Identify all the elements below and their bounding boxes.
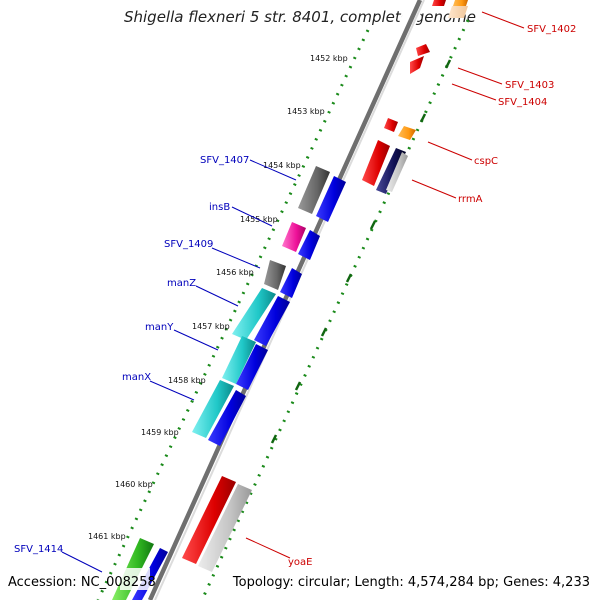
gene-rrmA-gray[interactable] — [386, 152, 408, 192]
gene-insB-partner[interactable] — [298, 230, 320, 260]
outer-dotted-track — [200, 19, 470, 600]
label-insB[interactable]: insB — [209, 202, 230, 213]
gene-sfv-1404[interactable] — [410, 56, 424, 74]
kbp-label-1452: 1452 kbp — [310, 54, 348, 63]
label-yoaE[interactable]: yoaE — [288, 557, 312, 568]
gene-sfv-1408[interactable] — [316, 176, 346, 222]
gene-labels: SFV_1402 SFV_1403 SFV_1404 cspC rrmA yoa… — [14, 24, 576, 568]
gene-rrmA-navy[interactable] — [376, 148, 406, 194]
gene-manX[interactable] — [192, 380, 234, 438]
gene-yoaE-red[interactable] — [182, 476, 236, 564]
gene-sfv-1402-peach[interactable] — [448, 6, 468, 18]
gene-sfv-1407[interactable] — [298, 166, 330, 214]
gene-sfv-1402[interactable] — [432, 0, 446, 6]
kbp-label-1460: 1460 kbp — [115, 480, 153, 489]
outer-ticks — [270, 59, 452, 444]
accession-overlay — [120, 568, 150, 590]
accession-text: Accession: NC_008258 — [8, 575, 156, 590]
label-sfv-1402[interactable]: SFV_1402 — [527, 24, 576, 35]
label-rrmA[interactable]: rrmA — [458, 194, 483, 205]
topology-text: Topology: circular; Length: 4,574,284 bp… — [232, 575, 590, 590]
right-leaders — [245, 11, 525, 559]
label-sfv-1409[interactable]: SFV_1409 — [164, 239, 213, 250]
label-manY[interactable]: manY — [145, 322, 174, 333]
gene-sfv-1403[interactable] — [416, 44, 430, 56]
label-manZ[interactable]: manZ — [167, 278, 196, 289]
backbone — [142, 0, 426, 600]
gene-manZ-partner[interactable] — [254, 296, 290, 346]
gene-rrmA-red[interactable] — [362, 140, 390, 186]
map-title: Shigella flexneri 5 str. 8401, complete … — [123, 8, 477, 26]
label-cspC[interactable]: cspC — [474, 156, 498, 167]
gene-sfv-1402-orange[interactable] — [453, 0, 468, 6]
gene-manY-partner[interactable] — [236, 344, 268, 390]
gene-sfv-1409-partner[interactable] — [280, 268, 302, 298]
kbp-label-1459: 1459 kbp — [141, 428, 179, 437]
kbp-label-1457: 1457 kbp — [192, 322, 230, 331]
gene-sfv-1409[interactable] — [264, 260, 286, 290]
gene-features — [112, 0, 468, 600]
kbp-label-1456: 1456 kbp — [216, 268, 254, 277]
label-sfv-1404[interactable]: SFV_1404 — [498, 97, 547, 108]
kbp-label-1454: 1454 kbp — [263, 161, 301, 170]
kbp-axis: 1452 kbp 1453 kbp 1454 kbp 1455 kbp 1456… — [88, 54, 348, 541]
gene-yoaE-gray[interactable] — [198, 484, 252, 572]
label-manX[interactable]: manX — [122, 372, 151, 383]
kbp-label-1458: 1458 kbp — [168, 376, 206, 385]
label-sfv-1407[interactable]: SFV_1407 — [200, 155, 249, 166]
kbp-label-1453: 1453 kbp — [287, 107, 325, 116]
gene-manZ[interactable] — [232, 288, 276, 340]
gene-sfv-1405[interactable] — [384, 118, 398, 132]
gene-manX-partner[interactable] — [208, 390, 246, 446]
kbp-label-1461: 1461 kbp — [88, 532, 126, 541]
left-leaders — [61, 159, 297, 573]
gene-cspC[interactable] — [398, 126, 416, 140]
label-sfv-1414[interactable]: SFV_1414 — [14, 544, 63, 555]
label-sfv-1403[interactable]: SFV_1403 — [505, 80, 554, 91]
gene-manY[interactable] — [222, 336, 256, 384]
gene-insB[interactable] — [282, 222, 306, 252]
